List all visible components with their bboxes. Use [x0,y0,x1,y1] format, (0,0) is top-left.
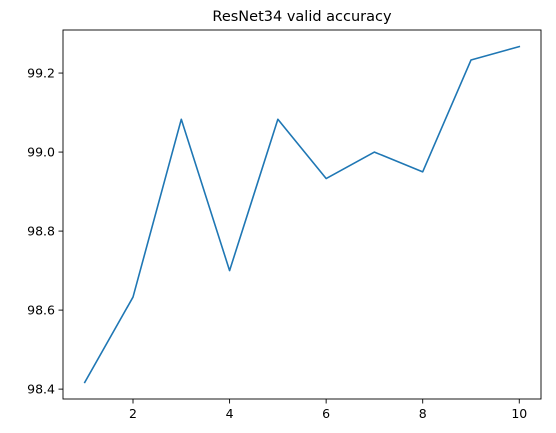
x-tick-label: 8 [419,406,427,421]
series-line-0 [83,45,521,384]
y-tick-label: 98.4 [27,382,55,397]
y-tick-label: 98.8 [27,224,55,239]
y-tick-label: 99.2 [27,66,55,81]
axes-frame [62,29,542,400]
x-tick-label: 6 [322,406,330,421]
plot-area: 2 4 6 8 10 98.4 98.6 98.8 99.0 99.2 [27,29,542,421]
x-tick-label: 4 [226,406,234,421]
y-tick-label: 98.6 [27,303,55,318]
x-tick-label: 10 [511,406,527,421]
chart-title: ResNet34 valid accuracy [212,9,392,25]
y-tick-label: 99.0 [27,145,55,160]
x-tick-label: 2 [129,406,137,421]
